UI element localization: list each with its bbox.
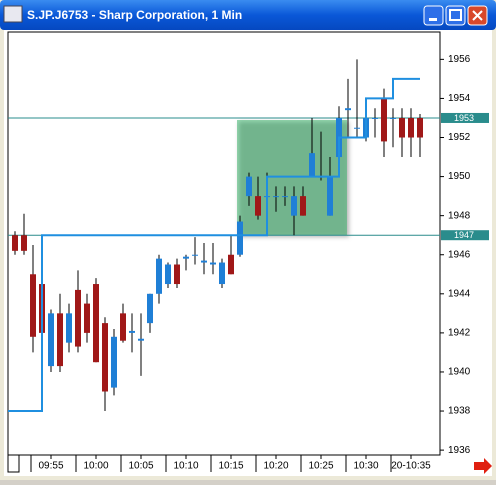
candle-body bbox=[210, 262, 216, 265]
y-tick-label: 1938 bbox=[448, 406, 471, 417]
candle-body bbox=[183, 256, 189, 259]
x-tick-label: 10:15 bbox=[218, 461, 243, 472]
scroll-arrow[interactable] bbox=[474, 458, 492, 474]
x-tick-label: 10:00 bbox=[83, 461, 108, 472]
plot-area bbox=[7, 31, 441, 456]
y-tick-label: 1952 bbox=[448, 132, 471, 143]
overlay-line bbox=[8, 77, 420, 413]
candle-body bbox=[354, 127, 360, 129]
x-tick-label: 20-10:35 bbox=[391, 461, 431, 472]
y-tick-label: 1954 bbox=[448, 93, 471, 104]
maximize-glyph bbox=[449, 9, 462, 21]
window-title: S.JP.J6753 - Sharp Corporation, 1 Min bbox=[27, 8, 242, 22]
candle-body bbox=[129, 330, 135, 333]
candle-body bbox=[57, 313, 63, 367]
app-icon bbox=[3, 5, 23, 23]
maximize-button[interactable] bbox=[445, 5, 466, 26]
close-glyph bbox=[472, 10, 483, 21]
y-tick-label: 1942 bbox=[448, 328, 471, 339]
candle-body bbox=[165, 264, 171, 285]
title-bar bbox=[0, 0, 496, 30]
candle-body bbox=[48, 313, 54, 367]
y-tick-label: 1956 bbox=[448, 54, 471, 65]
x-tick-label: 10:10 bbox=[173, 461, 198, 472]
minimize-glyph bbox=[429, 18, 437, 21]
candle-body bbox=[93, 284, 99, 363]
level-label: 1947 bbox=[454, 230, 474, 240]
candle-body bbox=[201, 260, 207, 263]
x-tick-label: 10:30 bbox=[353, 461, 378, 472]
y-tick-label: 1944 bbox=[448, 288, 471, 299]
candle-body bbox=[372, 117, 378, 119]
candle-body bbox=[408, 117, 414, 138]
candle-body bbox=[156, 258, 162, 294]
candle-body bbox=[390, 117, 396, 119]
candle-body bbox=[120, 313, 126, 341]
level-tag bbox=[441, 112, 489, 123]
candle-body bbox=[192, 254, 198, 256]
candle-body bbox=[66, 313, 72, 343]
candle-body bbox=[75, 289, 81, 347]
x-tick-label: 10:20 bbox=[263, 461, 288, 472]
window-buttons[interactable] bbox=[423, 5, 488, 26]
candle-body bbox=[12, 235, 18, 251]
candle-body bbox=[30, 274, 36, 337]
candle-body bbox=[282, 196, 288, 198]
level-label: 1953 bbox=[454, 113, 474, 123]
candle-body bbox=[327, 176, 333, 216]
candle-body bbox=[102, 323, 108, 392]
candle-body bbox=[345, 108, 351, 111]
candle-body bbox=[237, 221, 243, 255]
y-tick-label: 1950 bbox=[448, 171, 471, 182]
level-tag bbox=[441, 230, 489, 241]
x-tick-label: 10:25 bbox=[308, 461, 333, 472]
y-tick-label: 1936 bbox=[448, 445, 471, 456]
y-tick-label: 1940 bbox=[448, 367, 471, 378]
candle-body bbox=[174, 264, 180, 285]
candle-body bbox=[228, 254, 234, 275]
candle-body bbox=[255, 196, 261, 216]
candle-body bbox=[399, 117, 405, 138]
y-tick-label: 1948 bbox=[448, 210, 471, 221]
candle-body bbox=[309, 153, 315, 177]
candle-body bbox=[417, 117, 423, 138]
x-tick-label: 10:05 bbox=[128, 461, 153, 472]
y-tick-label: 1946 bbox=[448, 249, 471, 260]
candle-body bbox=[21, 235, 27, 251]
candle-body bbox=[300, 196, 306, 216]
candle-body bbox=[219, 262, 225, 285]
candle-body bbox=[84, 303, 90, 333]
x-tick-label: 09:55 bbox=[38, 461, 63, 472]
candle-body bbox=[381, 98, 387, 142]
candle-body bbox=[138, 338, 144, 341]
scroll-box[interactable] bbox=[7, 454, 20, 473]
minimize-button[interactable] bbox=[423, 5, 444, 26]
candle-body bbox=[147, 293, 153, 324]
candle-body bbox=[111, 336, 117, 388]
candle-body bbox=[273, 196, 279, 198]
candle-body bbox=[246, 176, 252, 197]
candle-body bbox=[291, 196, 297, 216]
